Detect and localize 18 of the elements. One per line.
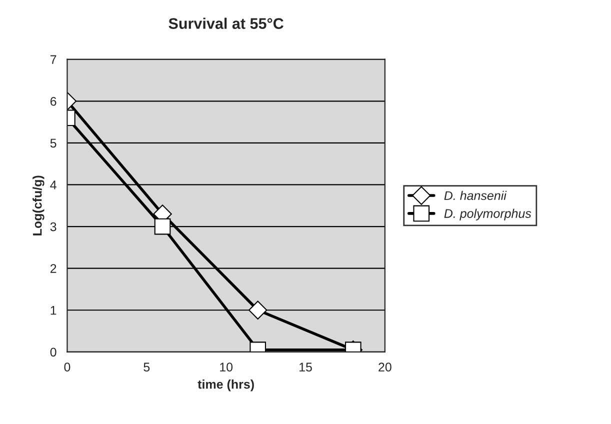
x-tick-label: 0 xyxy=(64,362,70,372)
x-tick-label: 10 xyxy=(220,362,233,372)
y-tick-label: 2 xyxy=(50,264,56,273)
legend-label: D. hansenii xyxy=(444,190,507,200)
y-tick-label: 3 xyxy=(50,222,56,232)
y-axis-title: Log(cfu/g) xyxy=(32,176,44,236)
y-tick-label: 5 xyxy=(50,138,56,148)
x-axis-title: time (hrs) xyxy=(198,380,254,392)
x-tick-label: 20 xyxy=(378,362,392,372)
x-tick-label: 15 xyxy=(300,362,312,372)
y-tick-label: 0 xyxy=(50,348,56,357)
y-tick-label: 6 xyxy=(50,96,56,106)
legend-label: D. polymorphus xyxy=(444,208,532,220)
chart-title: Survival at 55°C xyxy=(168,18,284,29)
y-tick-label: 4 xyxy=(50,180,56,190)
x-tick-label: 5 xyxy=(144,362,150,372)
y-tick-label: 7 xyxy=(50,55,56,64)
y-tick-label: 1 xyxy=(50,306,56,315)
